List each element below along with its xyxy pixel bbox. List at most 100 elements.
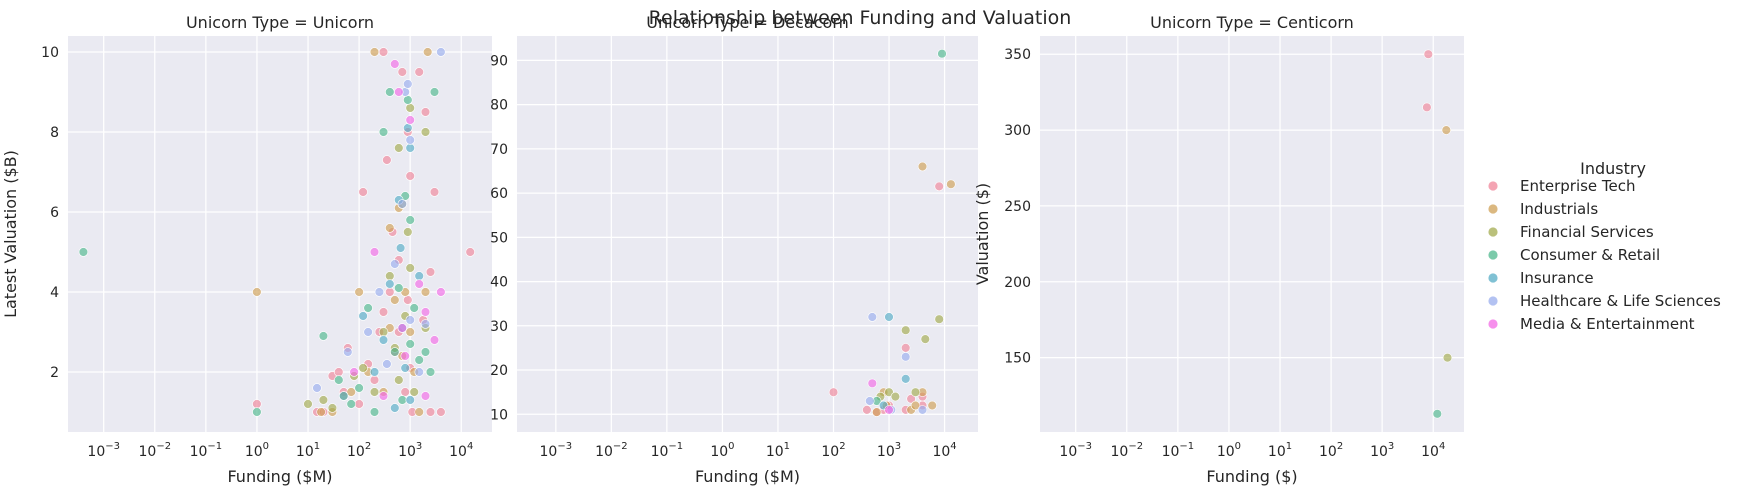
data-point <box>425 367 436 377</box>
data-point <box>334 367 344 377</box>
legend-label: Healthcare & Life Sciences <box>1520 292 1721 310</box>
data-point <box>369 367 380 377</box>
y-tick-label: 20 <box>490 363 508 379</box>
x-tick-label: 10−1 <box>651 441 684 460</box>
data-point <box>390 347 400 357</box>
y-tick-label: 60 <box>490 186 508 202</box>
plot-area <box>517 36 978 432</box>
data-point <box>414 367 424 377</box>
data-point <box>884 405 894 415</box>
legend-marker <box>1488 273 1498 283</box>
data-point <box>420 347 431 357</box>
y-axis-label: Latest Valuation ($B) <box>1 150 20 318</box>
legend-entry: Media & Entertainment <box>1488 315 1695 333</box>
plot-area <box>68 36 492 432</box>
panel-title: Unicorn Type = Decacorn <box>646 13 849 32</box>
data-point <box>369 47 380 57</box>
data-point <box>378 391 389 401</box>
data-point <box>303 399 313 409</box>
y-tick-label: 2 <box>50 365 59 381</box>
data-point <box>385 87 395 97</box>
data-point <box>420 307 431 317</box>
data-point <box>946 179 956 189</box>
x-tick-label: 103 <box>398 441 422 460</box>
y-tick-label: 50 <box>490 230 508 246</box>
data-point <box>369 407 380 417</box>
data-point <box>927 400 937 411</box>
data-point <box>395 243 406 253</box>
x-tick-label: 100 <box>710 441 734 460</box>
legend-marker <box>1488 204 1498 214</box>
data-point <box>436 287 446 297</box>
panel-2: 10−3 10−2 10−1 100 101 102 103 104 10 20 30 40 50 60 7… <box>490 13 978 486</box>
data-point <box>414 67 424 77</box>
data-point <box>403 227 413 237</box>
data-point <box>378 327 389 337</box>
data-point <box>429 187 440 197</box>
data-point <box>394 87 404 97</box>
data-point <box>405 115 415 125</box>
data-point <box>884 312 894 322</box>
data-point <box>334 375 344 385</box>
data-point <box>436 47 446 57</box>
legend-marker <box>1488 319 1498 329</box>
data-point <box>934 314 944 324</box>
panel-1: 10−3 10−2 10−1 100 101 102 103 104 2 4 6 8 10 Unicorn… <box>1 13 492 486</box>
data-point <box>346 387 356 397</box>
data-point <box>917 405 928 415</box>
data-point <box>400 363 410 373</box>
legend-entry: Financial Services <box>1488 223 1654 241</box>
x-tick-label: 10−3 <box>87 441 120 460</box>
legend-marker <box>1488 181 1498 191</box>
data-point <box>934 181 944 192</box>
x-axis-label: Funding ($M) <box>227 467 332 486</box>
x-tick-label: 102 <box>821 441 845 460</box>
data-point <box>397 395 407 405</box>
y-tick-label: 4 <box>50 285 59 301</box>
data-point <box>405 327 415 337</box>
legend-label: Financial Services <box>1520 223 1654 241</box>
data-point <box>405 135 415 145</box>
legend-entry: Insurance <box>1488 269 1594 287</box>
data-point <box>354 287 364 297</box>
y-tick-label: 10 <box>490 407 508 423</box>
data-point <box>1423 49 1434 59</box>
gridlines <box>517 36 978 432</box>
data-point <box>403 295 413 305</box>
x-tick-label: 102 <box>1319 441 1343 460</box>
legend-marker <box>1488 227 1498 237</box>
x-tick-label: 100 <box>245 441 269 460</box>
legend-items: Enterprise Tech Industrials Financial Serv… <box>1488 177 1721 333</box>
x-axis-label: Funding ($M) <box>695 467 800 486</box>
data-point <box>910 387 921 397</box>
data-point <box>867 312 877 322</box>
scatter-points <box>78 47 475 417</box>
x-tick-label: 10−1 <box>1162 441 1195 460</box>
data-point <box>910 400 921 411</box>
x-tick-label: 101 <box>296 441 320 460</box>
x-tick-label: 101 <box>1268 441 1292 460</box>
legend-label: Consumer & Retail <box>1520 246 1660 264</box>
data-point <box>358 187 368 197</box>
legend-label: Media & Entertainment <box>1520 315 1695 333</box>
data-point <box>378 335 389 345</box>
data-point <box>1441 125 1452 135</box>
data-point <box>397 67 407 77</box>
data-point <box>884 387 894 397</box>
data-point <box>397 323 407 333</box>
data-point <box>378 127 389 137</box>
data-point <box>354 383 364 393</box>
legend-label: Enterprise Tech <box>1520 177 1636 195</box>
data-point <box>343 347 353 357</box>
x-tick-label: 104 <box>1421 441 1445 460</box>
data-point <box>867 378 877 388</box>
data-point <box>425 407 436 417</box>
data-point <box>400 387 410 397</box>
data-point <box>405 103 415 113</box>
data-point <box>369 387 380 397</box>
data-point <box>403 123 413 133</box>
data-point <box>465 247 475 257</box>
x-tick-label: 101 <box>766 441 790 460</box>
data-point <box>358 311 368 321</box>
y-tick-label: 30 <box>490 319 508 335</box>
